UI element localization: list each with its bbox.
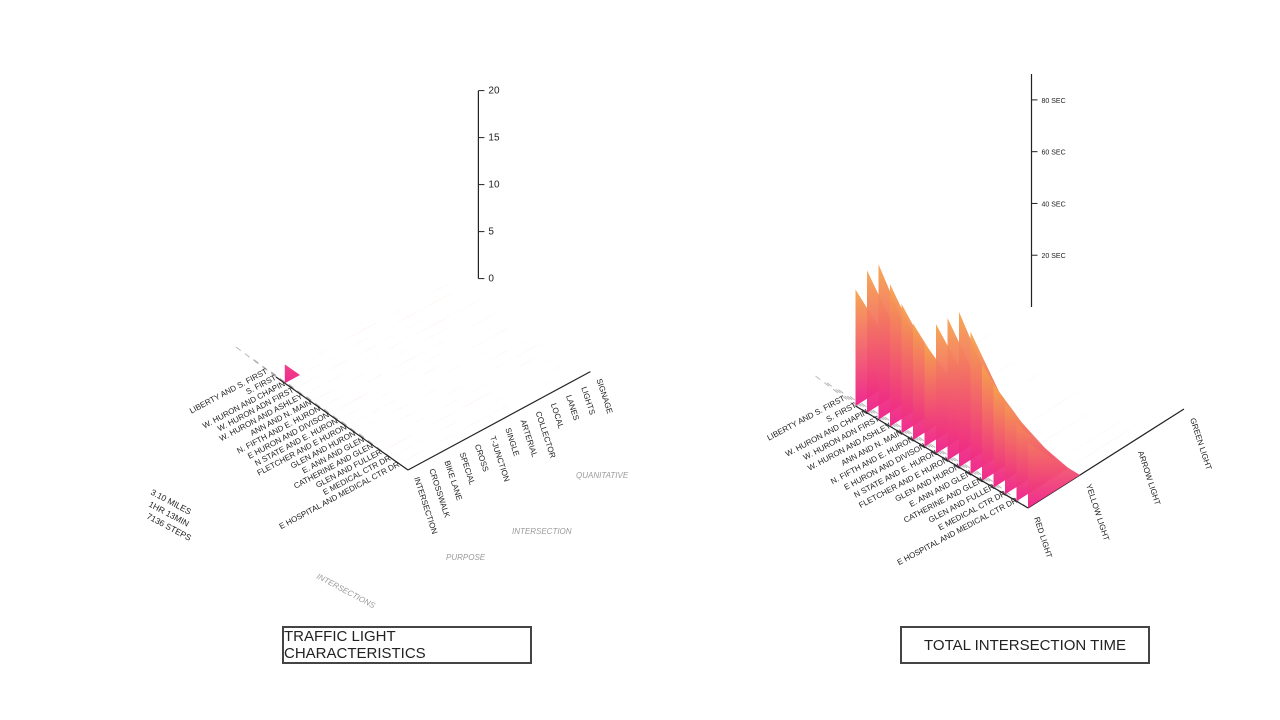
tl-guide-line — [323, 408, 365, 440]
tl-ribbon-15 — [408, 371, 591, 470]
tl-guide-line — [235, 346, 277, 378]
it-guide-line — [918, 436, 960, 468]
tl-guide-line — [288, 383, 330, 415]
tl-z-tick-label: 15 — [488, 133, 500, 144]
it-guide-line — [976, 470, 1017, 502]
tl-ribbon-0 — [276, 278, 459, 377]
tl-ribbon-1 — [284, 284, 468, 384]
tl-guide-line — [306, 396, 347, 428]
group-label: INTERSECTION — [512, 527, 572, 536]
tl-ribbon-13 — [390, 359, 573, 458]
tl-ribbon-9 — [355, 334, 538, 433]
tl-ribbon-6 — [328, 315, 512, 415]
it-z-tick-label: 60 SEC — [1042, 150, 1066, 157]
it-col-label: YELLOW LIGHT — [1084, 483, 1111, 542]
tl-z-tick-label: 0 — [488, 274, 494, 285]
it-guide-line — [987, 477, 1029, 509]
tl-z-tick-label: 20 — [488, 86, 500, 97]
it-guide-line — [815, 375, 856, 407]
it-guide-line — [953, 457, 994, 489]
it-guide-line — [849, 395, 891, 427]
tl-ribbon-5 — [320, 309, 503, 408]
tl-ribbon-2 — [293, 291, 476, 390]
tl-col-label: LIGHTS — [579, 386, 596, 416]
it-col-label: ARROW LIGHT — [1136, 450, 1162, 507]
tl-col-label: SIGNAGE — [594, 377, 614, 414]
it-z-tick-label: 40 SEC — [1042, 201, 1066, 208]
tl-ribbon-8 — [346, 328, 529, 427]
it-guide-line — [884, 416, 925, 448]
tl-col-label: SINGLE — [503, 427, 521, 458]
it-guide-line — [907, 429, 948, 461]
it-guide-line — [826, 382, 868, 414]
it-guide-line — [895, 423, 937, 455]
tl-ribbon-11 — [372, 346, 556, 446]
it-guide-line — [838, 389, 879, 421]
it-col-label: RED LIGHT — [1032, 516, 1054, 559]
tl-col-label: LOCAL — [549, 402, 566, 430]
it-row-axis — [855, 405, 1029, 509]
it-z-tick-label: 20 SEC — [1042, 253, 1066, 260]
tl-ribbon-4 — [311, 303, 494, 402]
group-label: QUANITATIVE — [576, 471, 629, 480]
tl-ribbon-7 — [337, 322, 520, 421]
it-col-label: GREEN LIGHT — [1188, 417, 1213, 471]
tl-col-label: ARTERIAL — [518, 418, 539, 458]
group-label: PURPOSE — [446, 553, 486, 562]
tl-ribbon-14 — [399, 365, 582, 464]
tl-ribbon-12 — [381, 353, 564, 452]
tl-guide-line — [253, 358, 294, 390]
tl-z-tick-label: 10 — [488, 180, 500, 191]
it-guide-line — [941, 450, 983, 482]
it-guide-line — [872, 409, 914, 441]
tl-row-axis — [275, 376, 409, 471]
it-guide-line — [861, 402, 902, 434]
tl-col-label: CROSS — [473, 443, 490, 473]
it-guide-line — [964, 463, 1006, 495]
intersection-time-caption: TOTAL INTERSECTION TIME — [900, 626, 1150, 664]
tl-guide-line — [341, 420, 382, 452]
it-z-tick-label: 80 SEC — [1042, 98, 1066, 105]
tl-col-label: SPECIAL — [458, 451, 477, 486]
traffic-light-caption: TRAFFIC LIGHT CHARACTERISTICS — [282, 626, 532, 664]
tl-z-tick-label: 5 — [488, 227, 494, 238]
it-ribbon-15 — [1028, 409, 1184, 508]
tl-ribbon-10 — [364, 340, 547, 439]
tl-col-label: LANES — [564, 394, 581, 422]
tl-guide-line — [358, 433, 400, 465]
it-guide-line — [930, 443, 971, 475]
tl-ribbon-3 — [302, 297, 485, 396]
tl-guide-line — [270, 371, 312, 403]
group-label: INTERSECTIONS — [315, 572, 377, 611]
